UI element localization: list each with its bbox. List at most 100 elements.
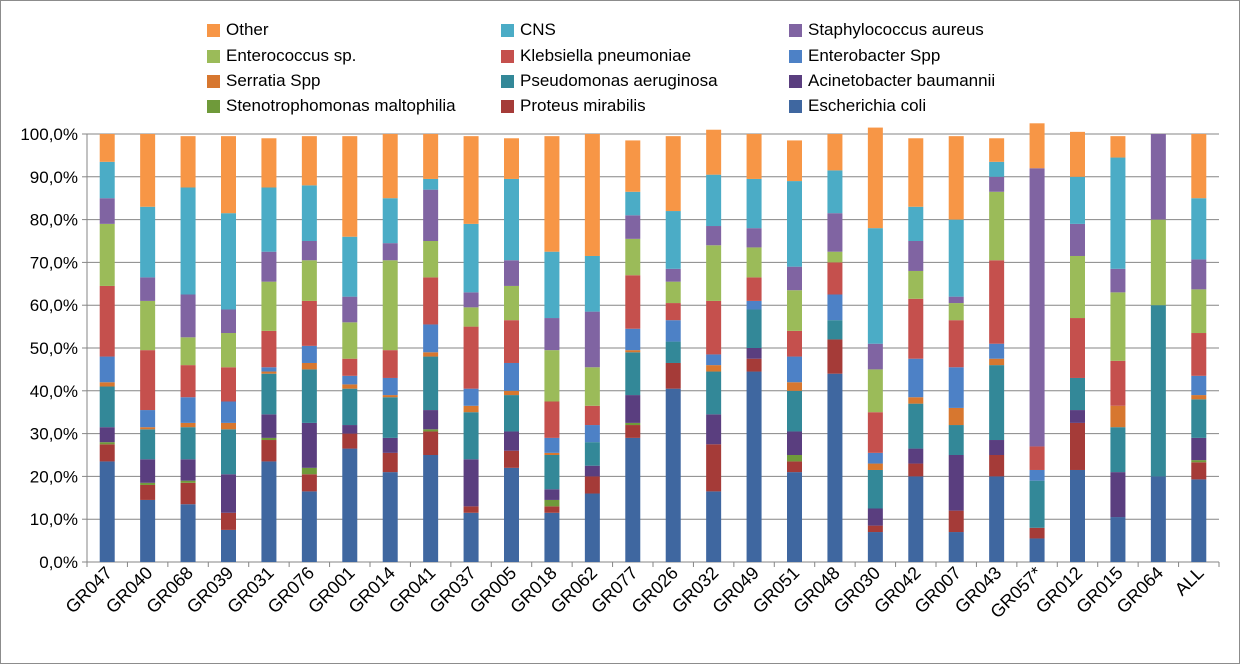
bar-segment bbox=[1150, 305, 1166, 477]
bar-segment bbox=[463, 292, 479, 308]
bar-segment bbox=[301, 491, 317, 562]
bar-segment bbox=[504, 362, 519, 391]
bar-segment bbox=[665, 320, 681, 342]
bar-segment bbox=[1070, 377, 1085, 411]
bar-segment bbox=[423, 134, 439, 179]
bar-segment bbox=[504, 320, 519, 363]
bar-segment bbox=[787, 266, 802, 291]
bar-segment bbox=[180, 422, 196, 428]
bar-segment bbox=[867, 127, 883, 229]
bar-segment bbox=[1070, 318, 1085, 378]
bar-segment bbox=[221, 429, 236, 475]
bar-segment bbox=[1029, 527, 1045, 539]
bar-segment bbox=[584, 476, 600, 494]
bar-segment bbox=[463, 412, 479, 460]
bar-segment bbox=[948, 367, 964, 408]
bar-segment bbox=[180, 187, 196, 295]
bar-segment bbox=[867, 525, 883, 533]
bar-segment bbox=[180, 294, 196, 338]
legend-label-proteus-mirabilis: Proteus mirabilis bbox=[520, 96, 646, 115]
bar-segment bbox=[1110, 360, 1126, 406]
bar-segment bbox=[423, 356, 439, 411]
bar-segment bbox=[463, 326, 479, 389]
bar-segment bbox=[948, 296, 964, 304]
bar-segment bbox=[261, 330, 277, 368]
bar-segment bbox=[665, 211, 681, 269]
bar-segment bbox=[625, 350, 641, 353]
bar-segment bbox=[908, 476, 924, 562]
bar-segment bbox=[706, 226, 722, 246]
bar-segment bbox=[625, 140, 641, 192]
y-tick-label: 10,0% bbox=[30, 510, 78, 529]
bar-segment bbox=[140, 134, 156, 207]
bar-segment bbox=[544, 499, 560, 507]
bar-segment bbox=[787, 181, 802, 267]
bar-segment bbox=[221, 333, 236, 368]
bar-segment bbox=[99, 427, 115, 443]
bar-segment bbox=[1029, 538, 1045, 562]
bar-segment bbox=[948, 532, 964, 562]
bar-segment bbox=[787, 431, 802, 455]
bar-segment bbox=[867, 369, 883, 413]
bar-segment bbox=[1029, 446, 1045, 470]
legend-item-staphylococcus-aureus: Staphylococcus aureus bbox=[789, 19, 984, 41]
bar-segment bbox=[948, 425, 964, 455]
bar-segment bbox=[584, 442, 600, 466]
bar-segment bbox=[221, 136, 236, 214]
bar-segment bbox=[867, 508, 883, 526]
bar-segment bbox=[261, 187, 277, 252]
bar-segment bbox=[342, 388, 358, 426]
bar-segment bbox=[989, 161, 1005, 177]
bar-segment bbox=[1191, 259, 1207, 290]
bar-segment bbox=[1110, 292, 1126, 361]
bar-segment bbox=[504, 395, 519, 432]
legend-label-serratia: Serratia Spp bbox=[226, 71, 321, 90]
bar-segment bbox=[382, 243, 398, 261]
bar-segment bbox=[221, 512, 236, 530]
bar-segment bbox=[504, 138, 519, 179]
bar-segment bbox=[423, 455, 439, 562]
legend-item-acinetobacter-baumannii: Acinetobacter baumannii bbox=[789, 70, 995, 92]
bar-segment bbox=[1070, 255, 1085, 319]
bar-segment bbox=[221, 309, 236, 334]
bar-segment bbox=[382, 472, 398, 562]
y-tick-label: 30,0% bbox=[30, 425, 78, 444]
bar-segment bbox=[706, 444, 722, 492]
legend-item-other: Other bbox=[207, 19, 269, 41]
legend-item-klebsiella-pneumoniae: Klebsiella pneumoniae bbox=[501, 45, 691, 67]
bar-segment bbox=[140, 206, 156, 278]
bar-segment bbox=[625, 328, 641, 351]
legend-item-pseudomonas-aeruginosa: Pseudomonas aeruginosa bbox=[501, 70, 718, 92]
bar-segment bbox=[301, 467, 317, 475]
bar-segment bbox=[423, 410, 439, 430]
bar-segment bbox=[140, 277, 156, 301]
bar-segment bbox=[382, 437, 398, 453]
bar-segment bbox=[544, 506, 560, 513]
bar-segment bbox=[625, 425, 641, 438]
bar-segment bbox=[140, 499, 156, 562]
bar-segment bbox=[827, 134, 843, 171]
bar-segment bbox=[706, 414, 722, 445]
bar-segment bbox=[706, 354, 722, 366]
bar-segment bbox=[504, 450, 519, 468]
bar-segment bbox=[827, 170, 843, 214]
bar-segment bbox=[1070, 176, 1085, 224]
bar-segment bbox=[665, 341, 681, 363]
legend-label-pseudomonas-aeruginosa: Pseudomonas aeruginosa bbox=[520, 71, 718, 90]
bar-segment bbox=[1191, 375, 1207, 396]
bar-segment bbox=[99, 382, 115, 387]
bar-segment bbox=[180, 459, 196, 481]
legend-item-enterococcus: Enterococcus sp. bbox=[207, 45, 356, 67]
bar-segment bbox=[706, 371, 722, 415]
bar-segment bbox=[787, 140, 802, 182]
bar-segment bbox=[665, 281, 681, 304]
legend-label-stenotrophomonas-maltophilia: Stenotrophomonas maltophilia bbox=[226, 96, 456, 115]
bar-segment bbox=[827, 262, 843, 295]
bar-segment bbox=[746, 358, 762, 372]
bar-segment bbox=[382, 134, 398, 199]
bar-segment bbox=[504, 260, 519, 286]
legend-swatch-enterococcus bbox=[207, 49, 220, 63]
bar-segment bbox=[584, 405, 600, 426]
bar-segment bbox=[665, 268, 681, 282]
bar-segment bbox=[989, 260, 1005, 344]
